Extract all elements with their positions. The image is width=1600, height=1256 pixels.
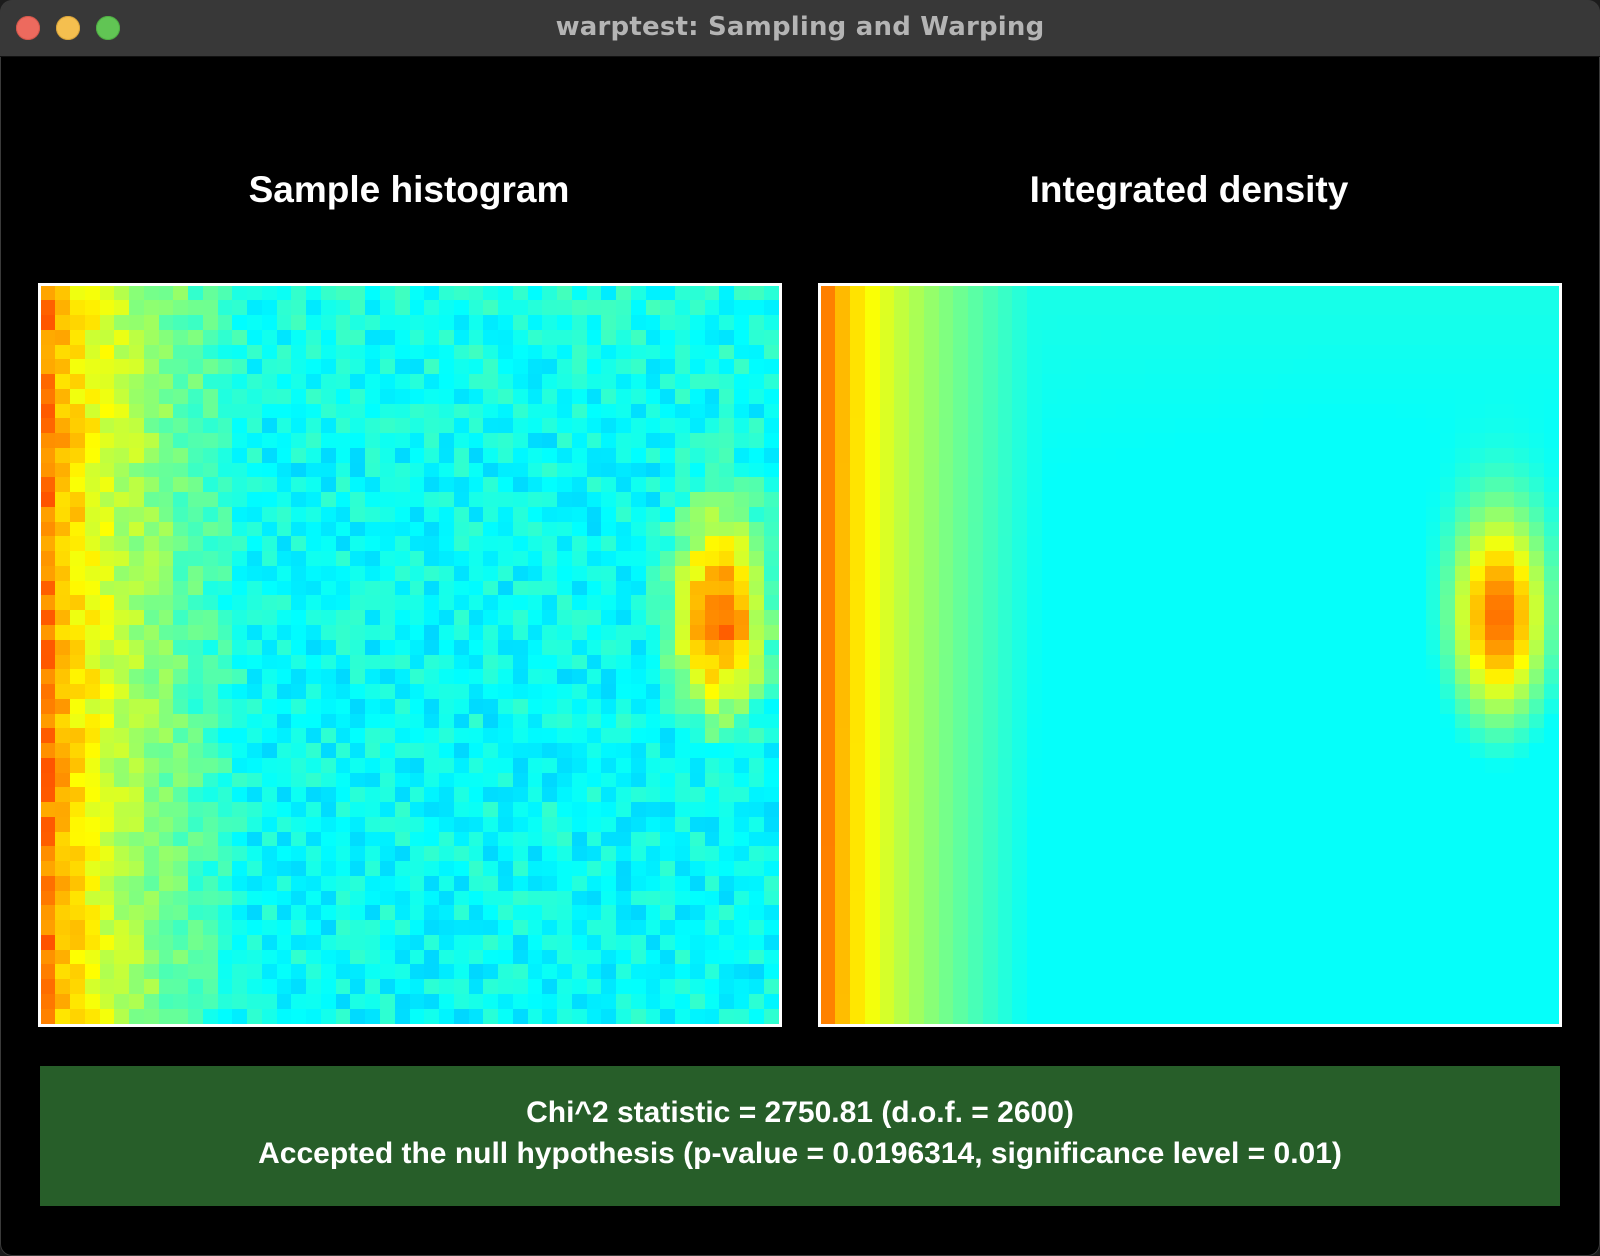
close-window-button[interactable] [16, 16, 40, 40]
sample-histogram-title: Sample histogram [248, 169, 570, 210]
title-bar[interactable]: warptest: Sampling and Warping [0, 0, 1600, 57]
sample-histogram-plot [38, 283, 782, 1027]
integrated-density-title: Integrated density [1029, 169, 1349, 210]
window-title: warptest: Sampling and Warping [555, 12, 1045, 42]
chi-square-result-banner: Chi^2 statistic = 2750.81 (d.o.f. = 2600… [40, 1066, 1560, 1206]
maximize-window-button[interactable] [96, 16, 120, 40]
minimize-window-button[interactable] [56, 16, 80, 40]
integrated-density-heatmap [821, 286, 1559, 1024]
hypothesis-verdict-text: Accepted the null hypothesis (p-value = … [258, 1137, 1342, 1170]
integrated-density-plot [818, 283, 1562, 1027]
chi-square-statistic-text: Chi^2 statistic = 2750.81 (d.o.f. = 2600… [526, 1096, 1074, 1129]
sample-histogram-heatmap [41, 286, 779, 1024]
